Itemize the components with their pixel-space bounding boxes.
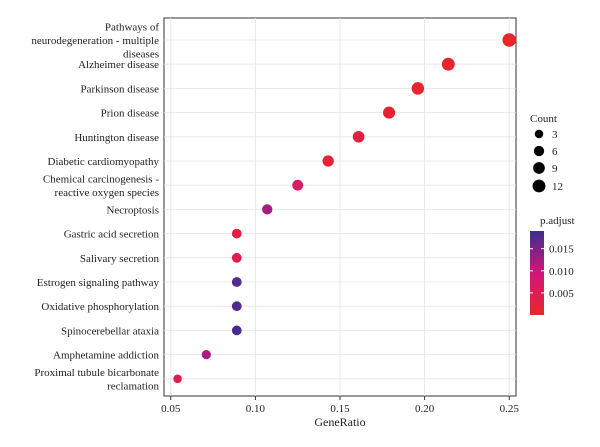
category-label: Alzheimer disease — [78, 59, 159, 71]
x-axis-title: GeneRatio — [314, 415, 365, 429]
data-point — [231, 301, 242, 312]
padjust-legend-title: p.adjust — [540, 215, 575, 227]
data-point — [231, 252, 242, 263]
grid-layer — [164, 18, 516, 396]
data-point — [201, 350, 211, 360]
data-point — [411, 82, 425, 95]
padjust-tick-label: 0.010 — [549, 266, 574, 278]
category-label: Parkinson disease — [80, 83, 159, 95]
category-label: Estrogen signaling pathway — [37, 277, 160, 289]
count-legend-label: 12 — [552, 181, 563, 193]
padjust-colorbar — [530, 231, 544, 315]
category-labels: Pathways of neurodegeneration - multiple d… — [31, 22, 159, 393]
category-label: Necroptosis — [106, 204, 159, 216]
count-legend-dot — [533, 145, 545, 157]
category-label: Amphetamine addiction — [53, 350, 159, 362]
x-tick-label: 0.15 — [330, 403, 350, 415]
category-label: Huntington disease — [74, 132, 159, 144]
data-point — [441, 57, 455, 71]
category-label: Salivary secretion — [80, 253, 160, 265]
count-legend-label: 3 — [552, 129, 558, 141]
data-point — [352, 130, 365, 143]
count-legend: Count 3 6 9 12 — [530, 113, 563, 193]
padjust-tick-label: 0.015 — [549, 244, 574, 256]
category-label: Proximal tubule bicarbonate reclamation — [34, 367, 159, 393]
padjust-legend: p.adjust 0.005 0.010 0.015 — [530, 215, 575, 315]
data-point — [231, 277, 242, 287]
category-label: Pathways of neurodegeneration - multiple d… — [31, 22, 159, 61]
x-tick-label: 0.10 — [246, 403, 266, 415]
count-legend-label: 9 — [552, 163, 558, 175]
data-point — [502, 33, 517, 47]
points-layer — [173, 33, 517, 384]
category-label: Chemical carcinogenesis -reactive oxygen… — [43, 173, 159, 199]
padjust-tick-label: 0.005 — [549, 288, 574, 300]
count-legend-dot — [533, 162, 545, 174]
x-tick-label: 0.20 — [415, 403, 435, 415]
x-tick-label: 0.25 — [500, 403, 520, 415]
count-legend-dot — [534, 129, 544, 139]
category-label: Prion disease — [101, 108, 159, 120]
x-axis-ticks: 0.05 0.10 0.15 0.20 0.25 — [161, 396, 519, 415]
x-tick-label: 0.05 — [161, 403, 181, 415]
data-point — [173, 374, 182, 384]
data-point — [292, 179, 304, 191]
data-point — [383, 106, 396, 119]
category-label: Gastric acid secretion — [64, 229, 160, 241]
data-point — [231, 228, 242, 239]
data-point — [322, 155, 334, 167]
count-legend-dot — [532, 179, 546, 193]
category-label: Spinocerebellar ataxia — [61, 325, 159, 337]
count-legend-title: Count — [530, 113, 557, 125]
category-label: Oxidative phosphorylation — [41, 301, 159, 313]
category-label: Diabetic cardiomyopathy — [48, 156, 160, 168]
data-point — [262, 204, 273, 215]
data-point — [231, 325, 242, 336]
count-legend-label: 6 — [552, 146, 558, 158]
